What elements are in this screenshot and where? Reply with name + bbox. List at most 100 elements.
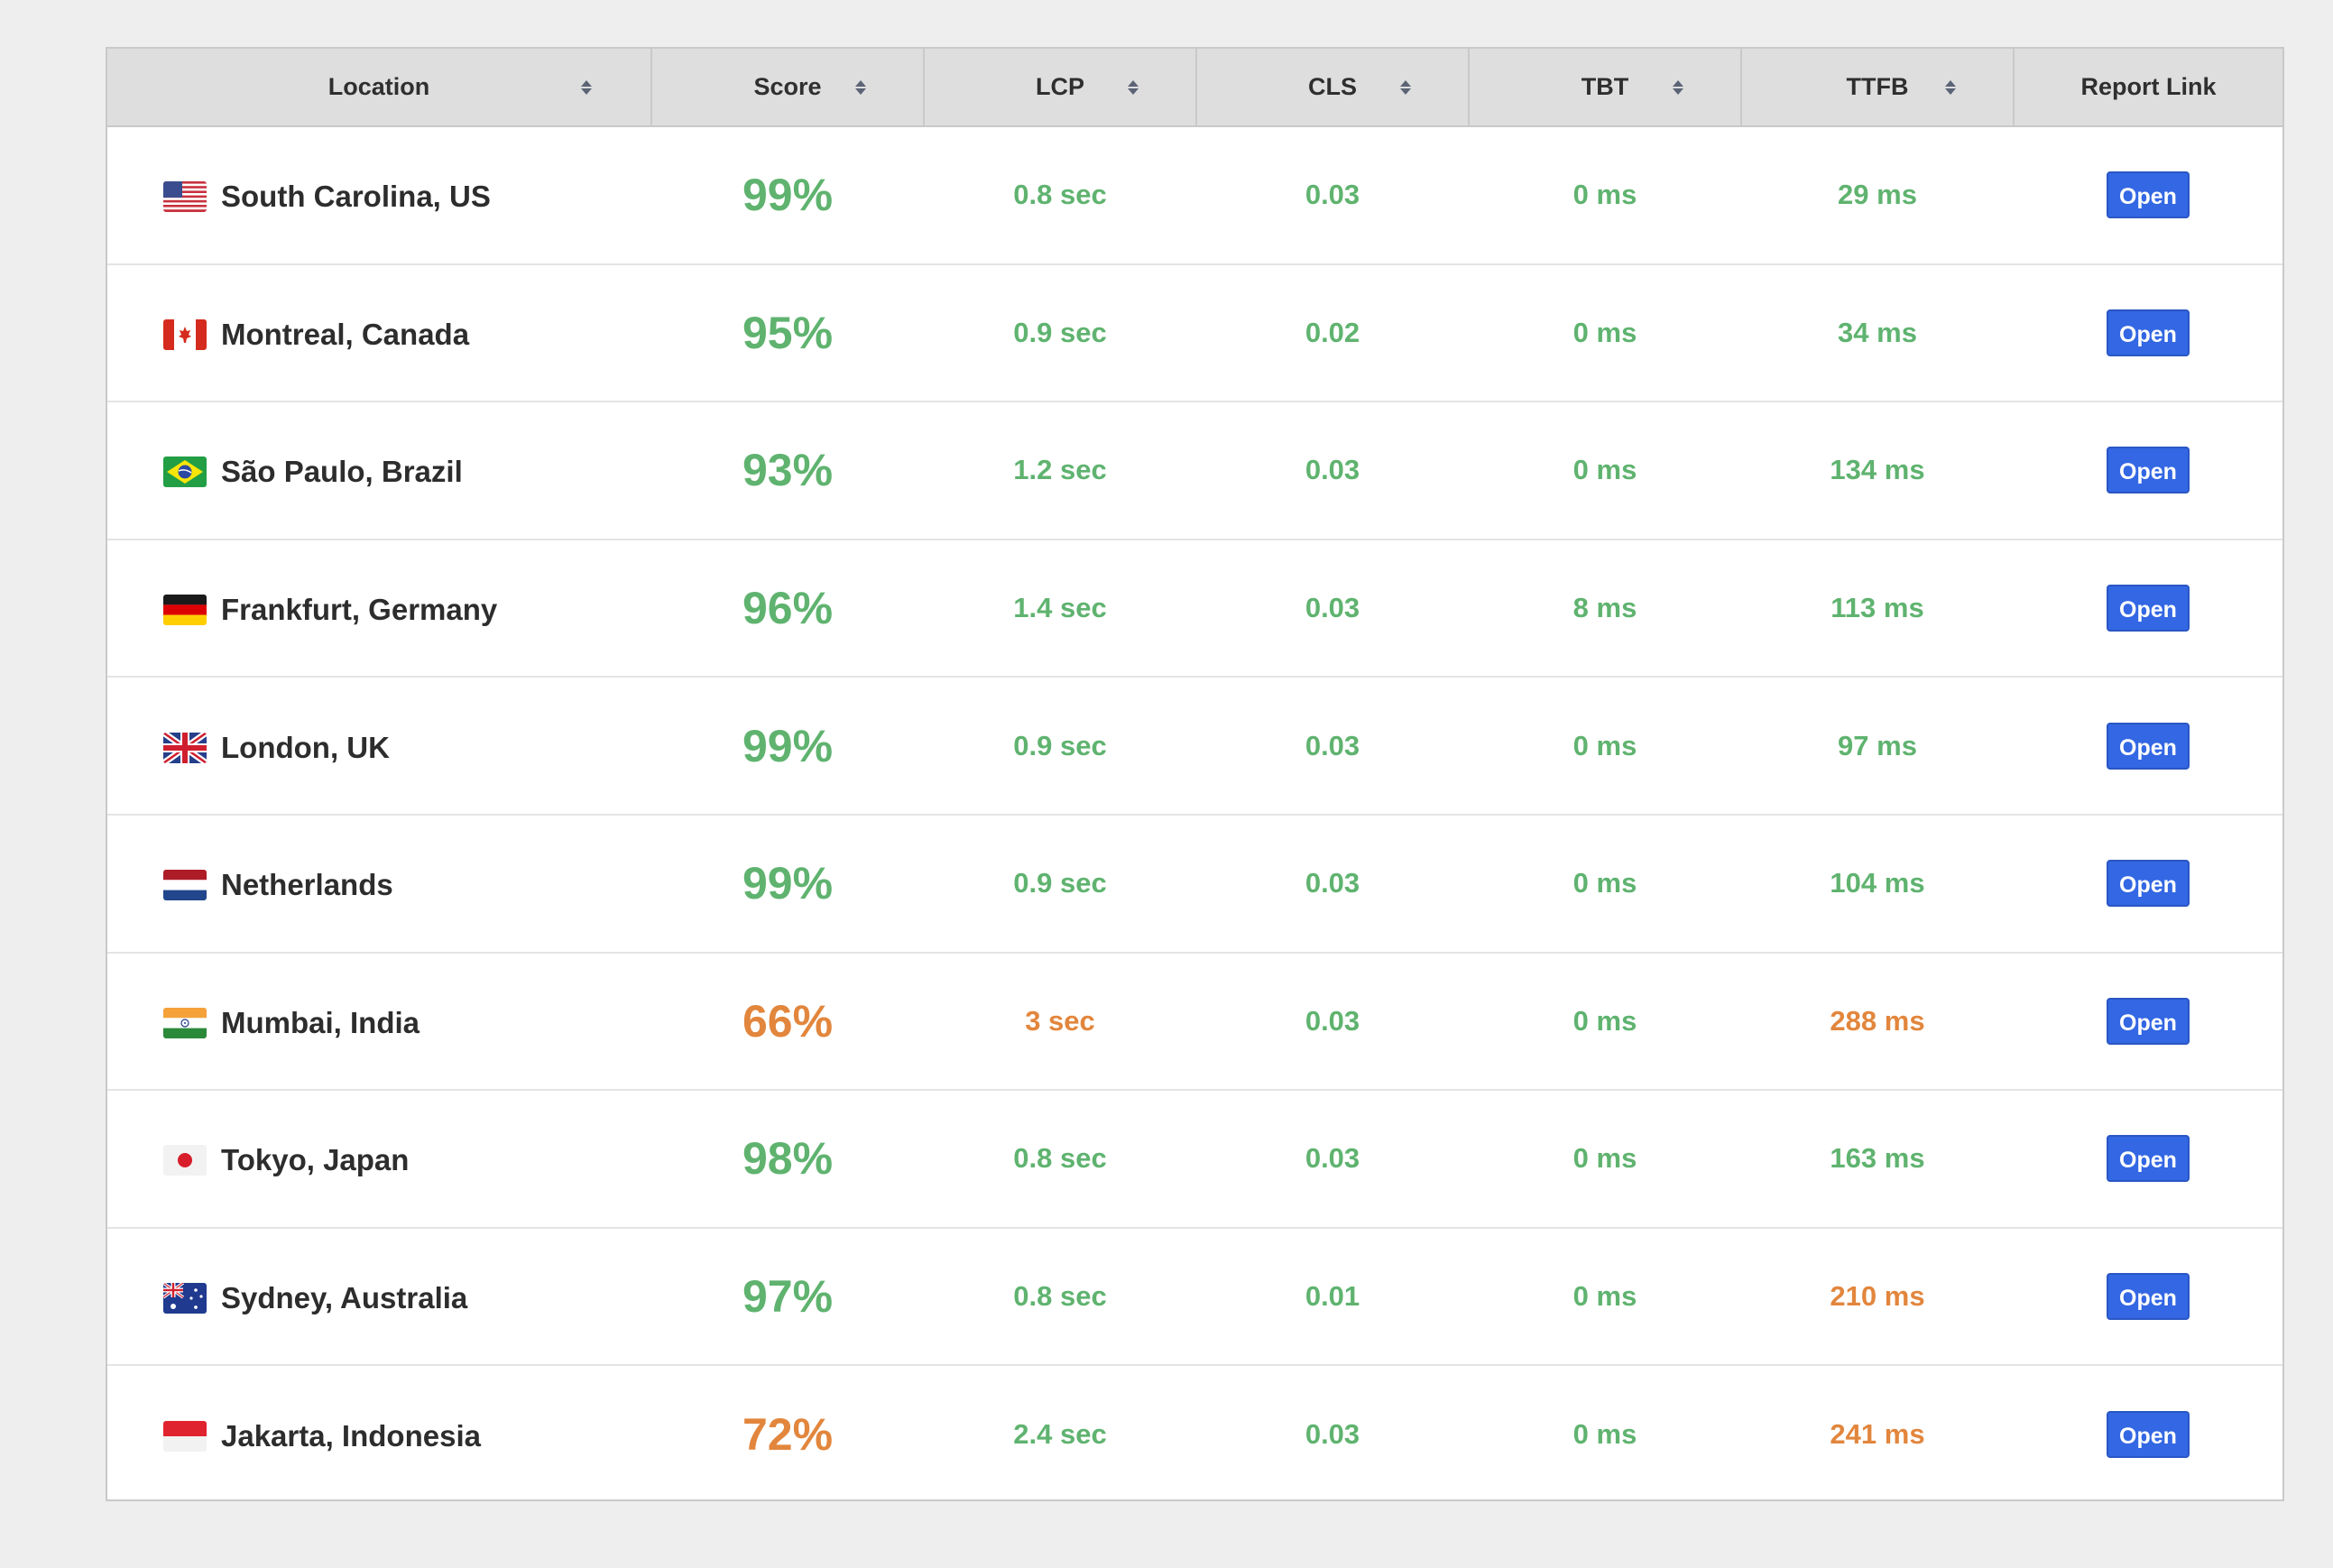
ttfb-cell: 34 ms xyxy=(1741,264,2014,402)
score-cell: 66% xyxy=(651,953,924,1091)
sort-icon[interactable] xyxy=(1944,78,1957,97)
column-header-label: TTFB xyxy=(1846,73,1909,100)
tbt-cell: 0 ms xyxy=(1469,1090,1741,1228)
lcp-cell: 0.9 sec xyxy=(924,815,1196,953)
cls-cell: 0.03 xyxy=(1196,126,1469,264)
score-value: 99% xyxy=(742,858,834,909)
cls-cell: 0.03 xyxy=(1196,1365,1469,1503)
lcp-value: 1.4 sec xyxy=(1013,592,1107,624)
column-header-location[interactable]: Location xyxy=(107,49,652,127)
report-cell: Open xyxy=(2014,677,2282,815)
location-name: São Paulo, Brazil xyxy=(221,455,463,489)
table-row: Tokyo, Japan 98% 0.8 sec 0.03 0 ms 163 m… xyxy=(107,1090,2282,1228)
score-value: 96% xyxy=(742,583,834,634)
cls-value: 0.01 xyxy=(1305,1280,1360,1313)
cls-value: 0.03 xyxy=(1305,729,1360,761)
open-report-button[interactable]: Open xyxy=(2107,722,2190,770)
score-value: 66% xyxy=(742,995,834,1047)
column-header-cls[interactable]: CLS xyxy=(1196,49,1470,127)
lcp-cell: 2.4 sec xyxy=(924,1365,1196,1503)
results-panel: Location Score LCP CLS TBT xyxy=(106,47,2284,1501)
location-cell: London, UK xyxy=(107,677,651,815)
tbt-value: 8 ms xyxy=(1572,592,1637,624)
score-cell: 93% xyxy=(651,401,924,540)
table-row: Jakarta, Indonesia 72% 2.4 sec 0.03 0 ms… xyxy=(107,1365,2282,1503)
table-row: South Carolina, US 99% 0.8 sec 0.03 0 ms… xyxy=(107,126,2282,264)
column-header-label: TBT xyxy=(1581,73,1629,100)
score-cell: 98% xyxy=(651,1090,924,1228)
ttfb-cell: 97 ms xyxy=(1741,677,2014,815)
lcp-cell: 3 sec xyxy=(924,953,1196,1091)
ttfb-cell: 113 ms xyxy=(1741,540,2014,678)
score-value: 99% xyxy=(742,170,834,221)
location-cell: South Carolina, US xyxy=(107,126,651,264)
score-cell: 72% xyxy=(651,1365,924,1503)
cls-cell: 0.03 xyxy=(1196,677,1469,815)
ttfb-value: 29 ms xyxy=(1838,179,1917,211)
open-report-button[interactable]: Open xyxy=(2107,860,2190,908)
cls-cell: 0.03 xyxy=(1196,401,1469,540)
lcp-value: 3 sec xyxy=(1025,1004,1095,1037)
location-name: Mumbai, India xyxy=(221,1005,420,1039)
location-cell: Mumbai, India xyxy=(107,953,651,1091)
open-report-button[interactable]: Open xyxy=(2107,447,2190,494)
cls-value: 0.02 xyxy=(1305,316,1360,348)
tbt-cell: 0 ms xyxy=(1469,953,1741,1091)
open-report-button[interactable]: Open xyxy=(2107,309,2190,356)
report-cell: Open xyxy=(2014,401,2282,540)
cls-value: 0.03 xyxy=(1305,1142,1360,1175)
table-row: London, UK 99% 0.9 sec 0.03 0 ms 97 ms O… xyxy=(107,677,2282,815)
ttfb-cell: 210 ms xyxy=(1741,1228,2014,1366)
open-report-button[interactable]: Open xyxy=(2107,171,2190,219)
open-report-button[interactable]: Open xyxy=(2107,1273,2190,1321)
open-report-button[interactable]: Open xyxy=(2107,1411,2190,1459)
ttfb-value: 163 ms xyxy=(1830,1142,1925,1175)
lcp-value: 0.9 sec xyxy=(1013,316,1107,348)
lcp-cell: 0.8 sec xyxy=(924,1090,1196,1228)
table-row: Sydney, Australia 97% 0.8 sec 0.01 0 ms … xyxy=(107,1228,2282,1366)
sort-icon[interactable] xyxy=(580,78,593,97)
score-value: 98% xyxy=(742,1133,834,1185)
ttfb-value: 34 ms xyxy=(1838,316,1917,348)
column-header-lcp[interactable]: LCP xyxy=(924,49,1197,127)
table-row: Frankfurt, Germany 96% 1.4 sec 0.03 8 ms… xyxy=(107,540,2282,678)
lcp-value: 1.2 sec xyxy=(1013,454,1107,486)
column-header-tbt[interactable]: TBT xyxy=(1469,49,1742,127)
column-header-ttfb[interactable]: TTFB xyxy=(1741,49,2015,127)
sort-icon[interactable] xyxy=(1127,78,1139,97)
open-report-button[interactable]: Open xyxy=(2107,1135,2190,1183)
ttfb-cell: 104 ms xyxy=(1741,815,2014,953)
flag-india-icon xyxy=(163,1007,207,1038)
open-report-button[interactable]: Open xyxy=(2107,997,2190,1045)
location-name: Tokyo, Japan xyxy=(221,1143,410,1177)
score-value: 72% xyxy=(742,1409,834,1461)
location-name: Sydney, Australia xyxy=(221,1281,468,1315)
ttfb-cell: 29 ms xyxy=(1741,126,2014,264)
sort-icon[interactable] xyxy=(1672,78,1684,97)
table-header: Location Score LCP CLS TBT xyxy=(107,49,2282,127)
sort-icon[interactable] xyxy=(854,78,867,97)
location-name: Jakarta, Indonesia xyxy=(221,1419,481,1453)
cls-cell: 0.02 xyxy=(1196,264,1469,402)
lcp-cell: 1.2 sec xyxy=(924,401,1196,540)
score-cell: 95% xyxy=(651,264,924,402)
location-name: London, UK xyxy=(221,730,390,764)
location-name: Netherlands xyxy=(221,868,393,902)
cls-value: 0.03 xyxy=(1305,454,1360,486)
table-row: Netherlands 99% 0.9 sec 0.03 0 ms 104 ms… xyxy=(107,815,2282,953)
cls-value: 0.03 xyxy=(1305,1004,1360,1037)
location-cell: Frankfurt, Germany xyxy=(107,540,651,678)
ttfb-value: 210 ms xyxy=(1830,1280,1925,1313)
lcp-cell: 1.4 sec xyxy=(924,540,1196,678)
location-name: Frankfurt, Germany xyxy=(221,593,498,627)
report-cell: Open xyxy=(2014,1090,2282,1228)
score-cell: 96% xyxy=(651,540,924,678)
flag-japan-icon xyxy=(163,1145,207,1176)
lcp-value: 2.4 sec xyxy=(1013,1418,1107,1451)
tbt-value: 0 ms xyxy=(1572,1280,1637,1313)
sort-icon[interactable] xyxy=(1399,78,1412,97)
open-report-button[interactable]: Open xyxy=(2107,585,2190,632)
report-cell: Open xyxy=(2014,1365,2282,1503)
column-header-score[interactable]: Score xyxy=(651,49,925,127)
table-body: South Carolina, US 99% 0.8 sec 0.03 0 ms… xyxy=(107,126,2282,1503)
